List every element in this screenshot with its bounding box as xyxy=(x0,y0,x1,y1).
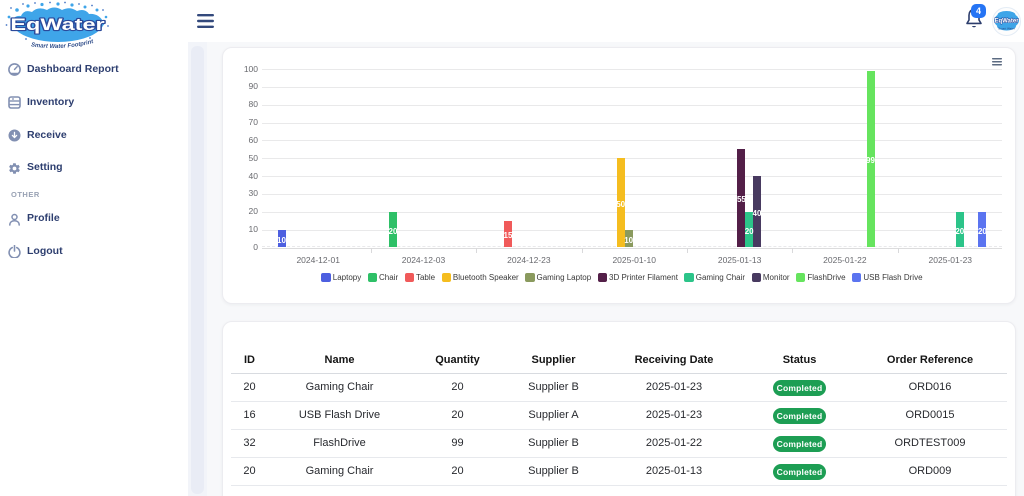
svg-text:EqWater: EqWater xyxy=(994,19,1019,25)
svg-text:Smart Water Footprint: Smart Water Footprint xyxy=(31,39,96,50)
svg-text:EqWater: EqWater xyxy=(10,15,104,34)
svg-text:Smart Water: Smart Water xyxy=(998,27,1015,31)
